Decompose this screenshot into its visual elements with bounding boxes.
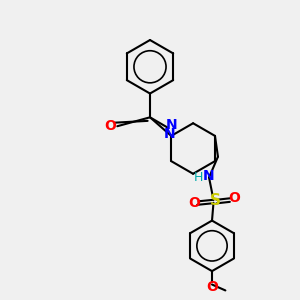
Text: H: H	[194, 171, 203, 184]
Text: S: S	[209, 193, 220, 208]
Text: N: N	[203, 169, 215, 183]
Text: N: N	[166, 118, 177, 132]
Text: O: O	[206, 280, 218, 294]
Text: N: N	[164, 128, 176, 141]
Text: O: O	[188, 196, 200, 210]
Text: O: O	[104, 119, 116, 133]
Text: O: O	[228, 191, 240, 205]
